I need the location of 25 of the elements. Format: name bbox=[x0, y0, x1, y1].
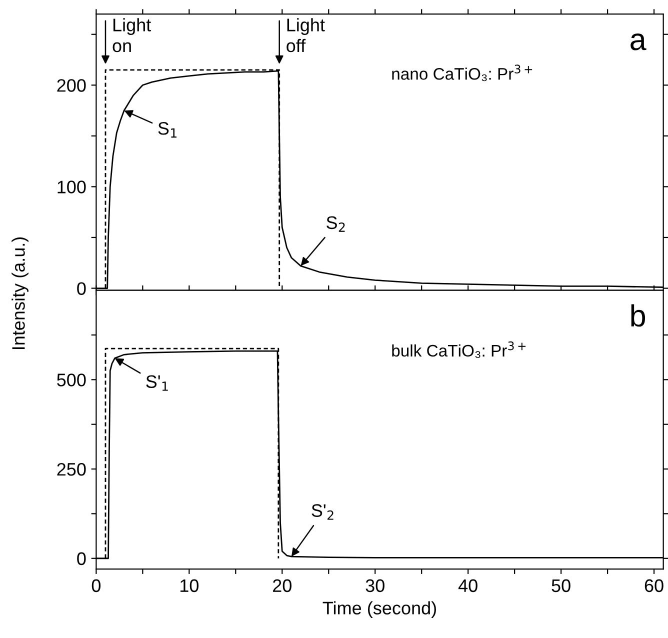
annotation: S'$_{2}$ bbox=[312, 504, 334, 520]
x-tick-label: 0 bbox=[92, 579, 101, 592]
y-tick-label: 0 bbox=[77, 552, 86, 566]
annotation: a bbox=[630, 34, 646, 50]
annotation: b bbox=[631, 304, 646, 327]
x-axis-title: Time (second) bbox=[322, 601, 436, 618]
annotation: nano CaTiO₃: Pr$^{3+}$ bbox=[392, 64, 532, 82]
x-tick-label: 60 bbox=[644, 579, 664, 592]
x-tick-label: 10 bbox=[180, 579, 198, 592]
y-tick-label: 500 bbox=[57, 374, 86, 386]
y-tick-label: 100 bbox=[58, 180, 86, 194]
x-tick-label: 50 bbox=[552, 579, 570, 592]
annotation: Light on bbox=[112, 18, 152, 52]
y-tick-label: 200 bbox=[57, 79, 86, 92]
annotation: Light off bbox=[286, 18, 325, 52]
annotation: S$_{2}$ bbox=[326, 216, 345, 232]
x-tick-label: 20 bbox=[273, 579, 292, 592]
y-tick-label: 250 bbox=[57, 462, 86, 476]
annotation: S'$_{1}$ bbox=[146, 375, 168, 391]
x-tick-label: 30 bbox=[366, 579, 384, 592]
y-axis-title: Intensity (a.u.) bbox=[12, 237, 28, 350]
annotation: S$_{1}$ bbox=[158, 122, 177, 138]
y-tick-label: 0 bbox=[77, 282, 86, 295]
annotation: bulk CaTiO₃: Pr$^{3+}$ bbox=[392, 341, 526, 358]
x-tick-label: 40 bbox=[458, 579, 478, 592]
